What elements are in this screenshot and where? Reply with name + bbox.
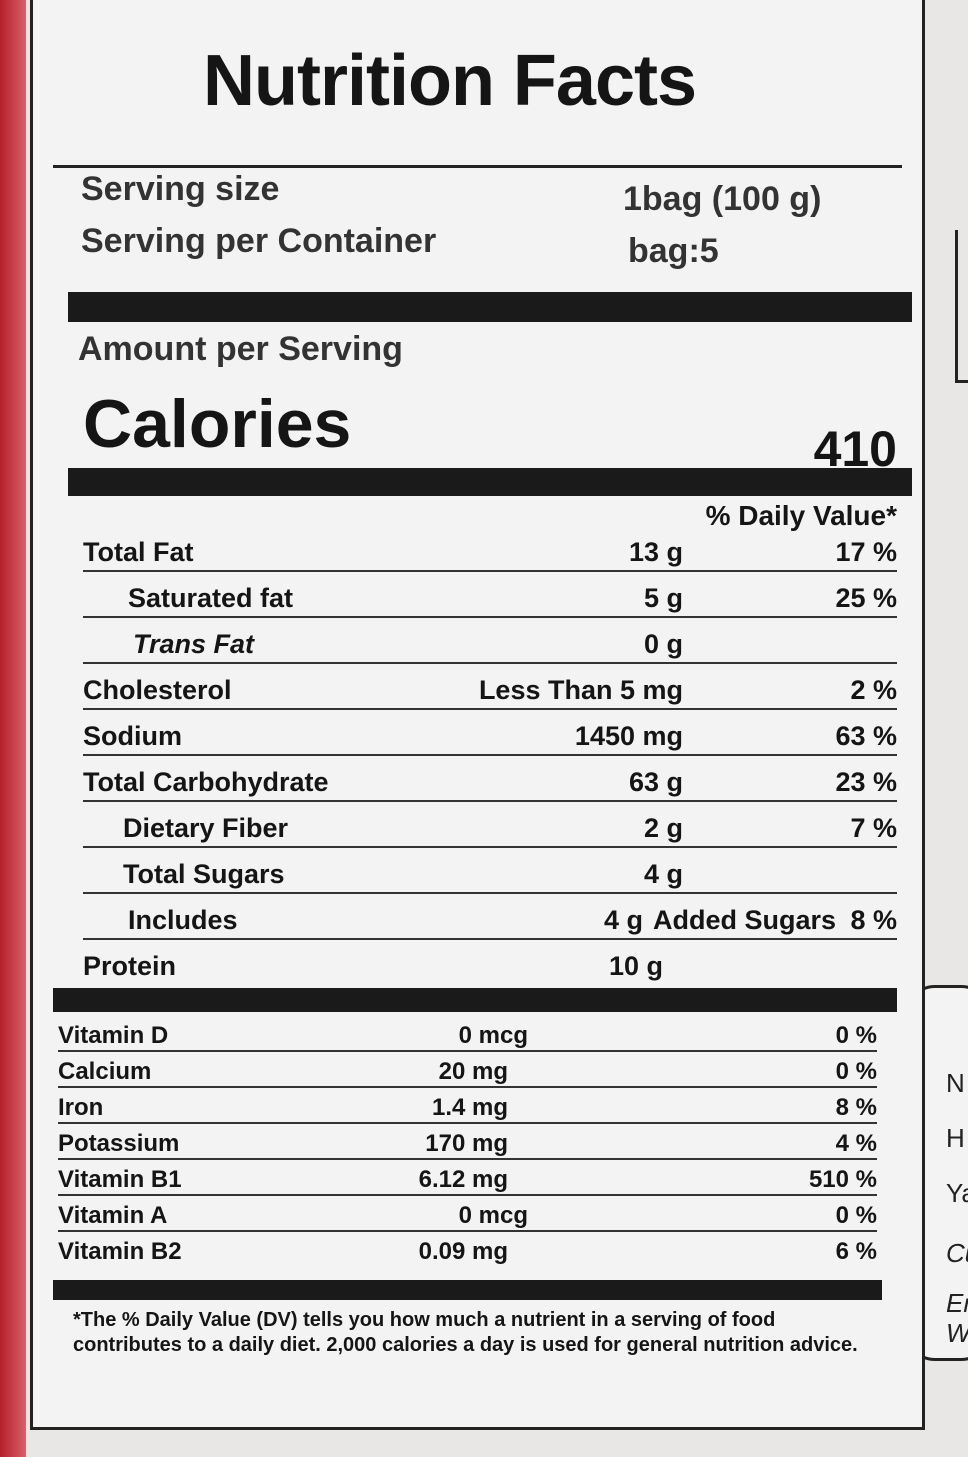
nutrient-extra: Added Sugars (653, 905, 837, 935)
thick-divider (68, 468, 912, 496)
vitamin-row: Calcium 20 mg 0 % (58, 1050, 877, 1088)
nutrient-dv: 25 % (835, 583, 897, 613)
divider (53, 165, 902, 168)
nutrient-amount: 1450 mg (574, 721, 683, 751)
side-text: H (946, 1123, 965, 1153)
nutrient-name: Dietary Fiber (123, 813, 289, 843)
daily-value-header: % Daily Value* (705, 500, 897, 531)
servings-per-container-value: bag:5 (628, 232, 719, 270)
nutrient-row: Protein 10 g (83, 938, 897, 984)
nutrient-dv: 17 % (835, 537, 897, 567)
nutrient-amount: 4 g (643, 859, 683, 889)
vitamin-amount: 0.09 mg (418, 1238, 508, 1265)
vitamin-name: Potassium (58, 1130, 180, 1157)
vitamin-row: Vitamin A 0 mcg 0 % (58, 1194, 877, 1232)
nutrient-name: Includes (128, 905, 238, 935)
vitamin-amount: 6.12 mg (418, 1166, 508, 1193)
vitamin-row: Vitamin B1 6.12 mg 510 % (58, 1158, 877, 1196)
nutrient-name: Total Fat (83, 537, 194, 567)
calories-label: Calories (83, 386, 352, 462)
vitamin-amount: 170 mg (425, 1130, 508, 1157)
nutrient-amount: 4 g (603, 905, 643, 935)
vitamin-dv: 0 % (835, 1202, 877, 1229)
servings-per-container-label: Serving per Container (81, 222, 437, 260)
nutrient-name: Total Carbohydrate (83, 767, 329, 797)
vitamin-name: Iron (58, 1094, 104, 1121)
serving-size-value: 1bag (100 g) (623, 180, 822, 218)
vitamin-name: Calcium (58, 1058, 152, 1085)
nutrient-row: Includes 4 g Added Sugars 8 % (83, 892, 897, 940)
vitamin-amount: 1.4 mg (431, 1094, 508, 1121)
nutrient-amount: 0 g (643, 629, 683, 659)
nutrient-dv: 63 % (835, 721, 897, 751)
nutrient-amount: 5 g (643, 583, 683, 613)
nutrient-name: Trans Fat (133, 629, 255, 659)
vitamin-dv: 4 % (835, 1130, 877, 1157)
side-text: Cu (946, 1238, 968, 1268)
nutrient-name: Sodium (83, 721, 182, 751)
nutrient-row: Trans Fat 0 g (83, 616, 897, 664)
thick-divider (53, 1280, 882, 1300)
side-text: Ya (946, 1178, 968, 1208)
vitamin-name: Vitamin B1 (58, 1166, 182, 1193)
vitamin-amount: 0 mcg (458, 1202, 528, 1229)
side-text: We (946, 1318, 968, 1348)
vitamin-amount: 20 mg (438, 1058, 508, 1085)
vitamin-row: Vitamin D 0 mcg 0 % (58, 1014, 877, 1052)
amount-per-serving: Amount per Serving (78, 330, 403, 368)
vitamin-name: Vitamin B2 (58, 1238, 182, 1265)
nutrient-row: Total Sugars 4 g (83, 846, 897, 894)
vitamin-dv: 6 % (835, 1238, 877, 1265)
thick-divider (53, 988, 897, 1012)
nutrient-amount: Less Than 5 mg (478, 675, 683, 705)
nutrient-amount: 2 g (643, 813, 683, 843)
nutrient-amount: 10 g (608, 951, 663, 981)
vitamin-dv: 0 % (835, 1058, 877, 1085)
vitamin-dv: 510 % (808, 1166, 877, 1193)
nutrient-row: Total Carbohydrate 63 g 23 % (83, 754, 897, 802)
vitamin-dv: 0 % (835, 1022, 877, 1049)
nutrient-row: Saturated fat 5 g 25 % (83, 570, 897, 618)
nutrient-row: Total Fat 13 g 17 % (83, 524, 897, 572)
nutrition-facts-label: Nutrition Facts Serving size 1bag (100 g… (30, 0, 925, 1430)
nutrient-row: Cholesterol Less Than 5 mg 2 % (83, 662, 897, 710)
nutrient-name: Protein (83, 951, 177, 981)
vitamin-name: Vitamin D (58, 1022, 169, 1049)
side-text: Em (946, 1288, 968, 1318)
serving-size-label: Serving size (81, 170, 280, 208)
thick-divider (68, 292, 912, 322)
vitamin-dv: 8 % (835, 1094, 877, 1121)
nutrient-name: Saturated fat (128, 583, 294, 613)
vitamin-name: Vitamin A (58, 1202, 168, 1229)
nutrient-dv: 2 % (850, 675, 897, 705)
side-box-fragment (955, 230, 968, 383)
label-title: Nutrition Facts (203, 41, 697, 121)
nutrient-row: Dietary Fiber 2 g 7 % (83, 800, 897, 848)
nutrient-dv: 7 % (850, 813, 897, 843)
nutrient-row: Sodium 1450 mg 63 % (83, 708, 897, 756)
side-text: N (946, 1068, 965, 1098)
vitamin-amount: 0 mcg (458, 1022, 528, 1049)
nutrient-name: Total Sugars (123, 859, 285, 889)
nutrient-name: Cholesterol (83, 675, 232, 705)
daily-value-footnote: *The % Daily Value (DV) tells you how mu… (73, 1309, 858, 1356)
nutrient-dv: 8 % (850, 905, 897, 935)
package-red-edge (0, 0, 26, 1457)
nutrient-dv: 23 % (835, 767, 897, 797)
vitamin-row: Iron 1.4 mg 8 % (58, 1086, 877, 1124)
nutrient-amount: 63 g (628, 767, 683, 797)
vitamin-row: Vitamin B2 0.09 mg 6 % (58, 1230, 877, 1266)
calories-value: 410 (813, 421, 897, 477)
nutrient-amount: 13 g (628, 537, 683, 567)
vitamin-row: Potassium 170 mg 4 % (58, 1122, 877, 1160)
